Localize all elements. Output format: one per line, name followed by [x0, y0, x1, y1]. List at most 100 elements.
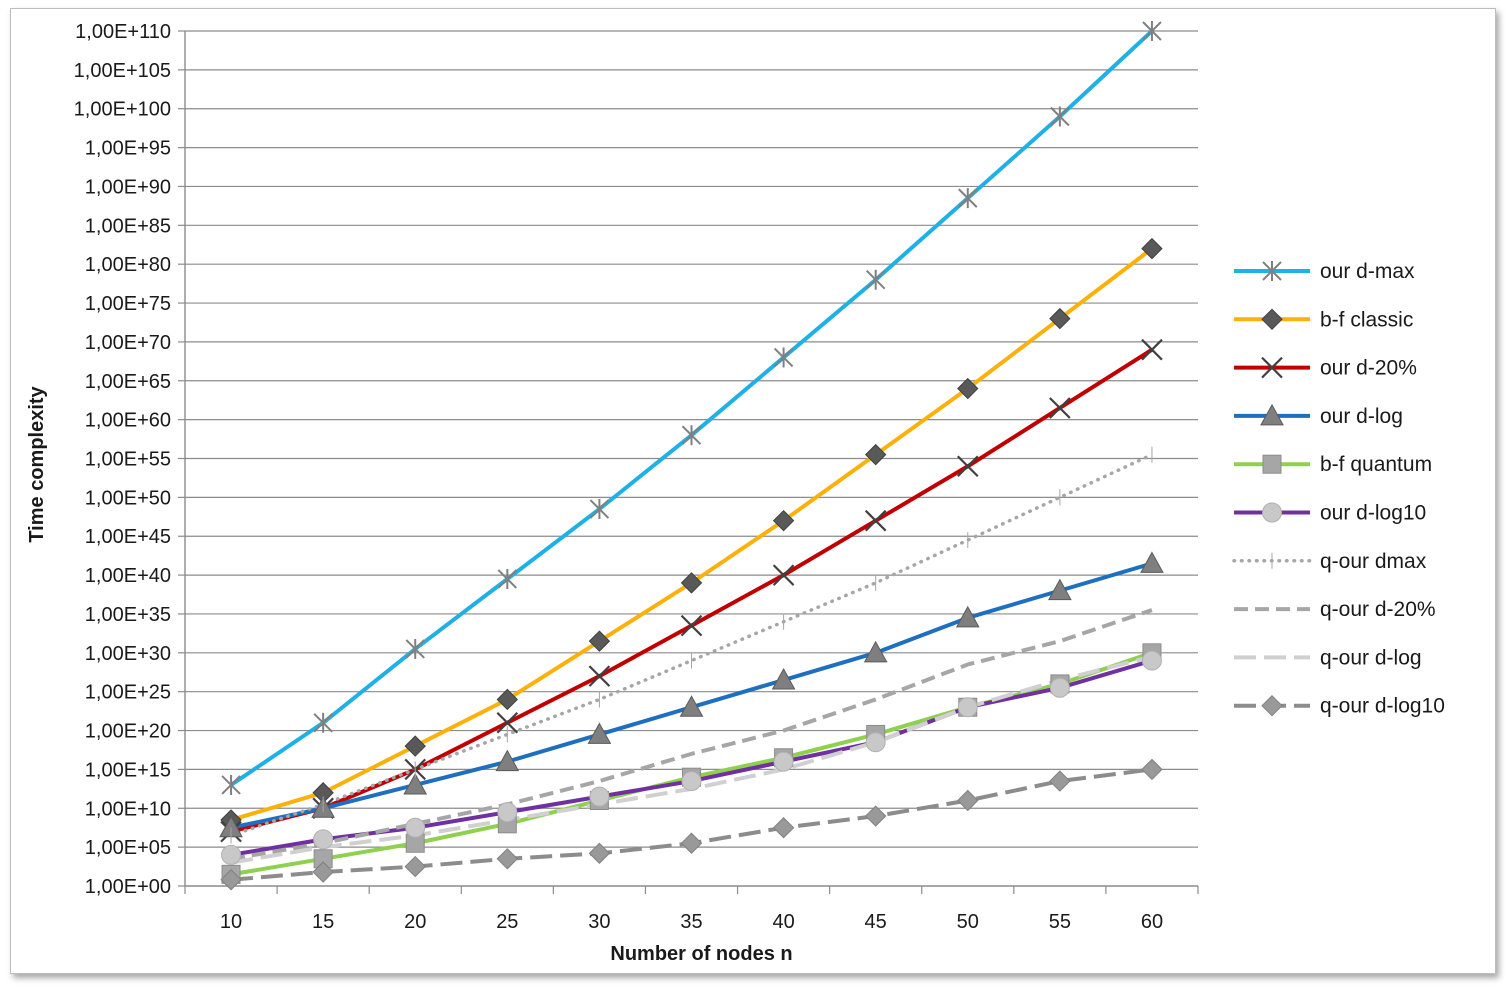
y-tick-label: 1,00E+60 [85, 410, 171, 432]
x-tick-label: 55 [1049, 911, 1071, 933]
data-point-q-our-d-log10 [1141, 758, 1163, 781]
y-tick-label: 1,00E+90 [85, 176, 171, 198]
data-point-our-d-log10 [1049, 677, 1070, 698]
y-tick-label: 1,00E+110 [75, 21, 171, 43]
data-point-b-f-classic [957, 377, 979, 400]
data-point-our-d-log [771, 667, 796, 690]
legend-label: our d-20% [1320, 357, 1417, 380]
data-point-b-f-classic [1049, 307, 1071, 330]
data-point-our-d-log [403, 772, 428, 795]
data-point-our-d-20- [588, 665, 611, 687]
legend-item-our-d-max: our d-max [1234, 260, 1415, 283]
legend-item-q-our-dmax: q-our dmax [1232, 550, 1427, 573]
y-tick-label: 1,00E+15 [85, 759, 171, 781]
y-axis-title: Time complexity [26, 385, 48, 542]
y-tick-label: 1,00E+05 [85, 837, 171, 859]
data-point-our-d-log [1140, 551, 1164, 573]
legend-label: b-f classic [1320, 308, 1413, 331]
y-tick-label: 1,00E+55 [85, 449, 171, 471]
data-point-our-d-max [497, 568, 518, 589]
data-point-our-d-max [221, 774, 241, 795]
series-line-b-f-classic [230, 247, 1154, 822]
data-point-our-d-20- [772, 564, 795, 586]
data-point-our-d-log [679, 695, 704, 717]
x-tick-label: 30 [588, 911, 610, 933]
data-point-our-d-log10 [865, 732, 886, 753]
data-point-our-d-max [405, 638, 425, 659]
series-markers [219, 21, 1164, 891]
data-point-our-d-log10 [497, 802, 518, 823]
data-point-q-our-d-log10 [864, 805, 887, 827]
data-point-our-d-20- [864, 509, 887, 532]
legend-item-q-our-d-20-: q-our d-20% [1234, 598, 1436, 621]
series-line-our-d-log10 [230, 658, 1153, 857]
legend-label: our d-max [1320, 260, 1415, 283]
data-point-our-d-max [773, 347, 794, 368]
data-point-our-d-20- [496, 711, 519, 734]
y-tick-label: 1,00E+100 [74, 99, 171, 121]
data-point-our-d-log10 [589, 786, 610, 807]
x-tick-label: 10 [220, 911, 242, 933]
data-point-our-d-log10 [313, 829, 334, 850]
legend-label: q-our d-log [1320, 646, 1422, 669]
data-point-our-d-log10 [405, 817, 426, 838]
data-point-our-d-log [1048, 578, 1072, 601]
data-point-our-d-log10 [221, 844, 242, 865]
data-point-our-d-20- [1049, 397, 1071, 419]
y-tick-label: 1,00E+75 [85, 293, 171, 315]
y-tick-label: 1,00E+40 [85, 565, 171, 587]
y-tick-label: 1,00E+45 [85, 526, 171, 548]
legend-marker [1262, 502, 1282, 523]
y-tick-label: 1,00E+35 [85, 604, 171, 626]
axes [178, 30, 1199, 894]
legend-item-our-d-log10: our d-log10 [1234, 502, 1426, 525]
legend-item-our-d-20-: our d-20% [1234, 357, 1417, 380]
legend-marker [1262, 261, 1282, 281]
y-tick-label: 1,00E+50 [85, 487, 171, 509]
x-tick-label: 60 [1141, 911, 1163, 933]
legend-label: q-our dmax [1320, 550, 1427, 573]
legend-label: our d-log [1320, 405, 1403, 428]
y-tick-label: 1,00E+70 [85, 332, 171, 354]
series-lines [229, 29, 1154, 882]
data-point-b-f-classic [772, 509, 795, 532]
x-axis-tick-labels: 10 15 20 25 30 35 40 45 50 55 60 [220, 911, 1163, 933]
y-tick-label: 1,00E+25 [85, 682, 171, 704]
data-point-q-our-d-log10 [957, 789, 979, 812]
chart-frame: 1,00E+00 1,00E+05 1,00E+10 1,00E+15 1,00E+20… [10, 8, 1496, 974]
data-point-q-our-d-log10 [312, 861, 334, 883]
legend-label: b-f quantum [1320, 453, 1432, 476]
x-tick-label: 25 [496, 911, 518, 933]
legend-label: q-our d-20% [1320, 598, 1436, 621]
x-axis-title: Number of nodes n [610, 943, 792, 965]
series-line-q-our-d-20- [230, 608, 1153, 861]
data-point-b-f-classic [1141, 237, 1163, 260]
series-line-our-d-max [229, 29, 1154, 787]
data-point-b-f-classic [404, 735, 426, 757]
data-point-our-d-log [955, 605, 980, 628]
y-tick-label: 1,00E+95 [85, 138, 171, 160]
data-point-our-d-log [587, 722, 612, 744]
y-tick-label: 1,00E+85 [85, 215, 171, 237]
x-tick-label: 50 [957, 911, 979, 933]
data-point-q-our-d-log10 [404, 855, 426, 878]
x-tick-label: 45 [865, 911, 887, 933]
data-point-q-our-d-log10 [220, 869, 242, 891]
data-point-q-our-d-log10 [588, 842, 611, 865]
data-point-our-d-log [495, 749, 520, 772]
legend-item-b-f-classic: b-f classic [1234, 308, 1413, 331]
data-point-our-d-log10 [773, 751, 794, 772]
legend: our d-max b-f classic our d-20% our d-log b-… [1232, 260, 1445, 718]
data-point-our-d-max [865, 269, 886, 290]
data-point-our-d-20- [680, 614, 703, 637]
y-tick-label: 1,00E+20 [85, 721, 171, 743]
x-tick-label: 35 [680, 911, 702, 933]
data-point-our-d-max [1050, 106, 1070, 127]
y-tick-label: 1,00E+80 [85, 254, 171, 276]
data-point-our-d-20- [1141, 338, 1163, 361]
data-point-b-f-classic [680, 572, 703, 594]
data-point-q-our-d-log10 [1049, 770, 1071, 792]
data-point-q-our-d-log10 [772, 816, 795, 839]
data-point-q-our-d-log10 [496, 848, 519, 870]
legend-item-b-f-quantum: b-f quantum [1234, 453, 1432, 476]
